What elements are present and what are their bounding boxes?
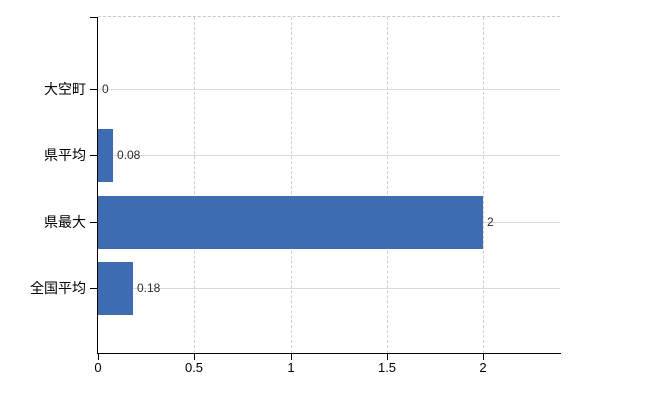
y-tick: [90, 89, 98, 90]
x-tick-label: 0.5: [184, 360, 204, 375]
gridline-vertical: [291, 17, 292, 353]
x-tick: [291, 354, 292, 360]
x-tick-label: 1: [287, 360, 295, 375]
x-tick-label: 2: [479, 360, 487, 375]
gridline-horizontal: [98, 288, 560, 289]
y-tick: [90, 17, 98, 18]
bar-value-label: 2: [487, 215, 494, 229]
bar: [98, 262, 133, 315]
gridline-vertical: [387, 17, 388, 353]
bar-value-label: 0: [102, 82, 109, 96]
y-tick: [90, 288, 98, 289]
bar-value-label: 0.18: [137, 281, 161, 295]
y-tick: [90, 222, 98, 223]
x-tick-label: 0: [94, 360, 102, 375]
x-tick-label: 1.5: [377, 360, 397, 375]
gridline-horizontal: [98, 89, 560, 90]
category-label: 全国平均: [30, 280, 86, 296]
x-tick: [98, 354, 99, 360]
x-tick: [194, 354, 195, 360]
bar: [98, 129, 113, 182]
category-label: 県平均: [44, 147, 86, 163]
gridline-vertical: [483, 17, 484, 353]
x-axis-line: [97, 353, 561, 354]
category-label: 大空町: [44, 81, 86, 97]
bar-value-label: 0.08: [117, 148, 141, 162]
bar: [98, 196, 483, 249]
x-tick: [387, 354, 388, 360]
y-tick: [90, 155, 98, 156]
gridline-vertical: [194, 17, 195, 353]
y-axis-line: [97, 17, 98, 354]
category-label: 県最大: [44, 214, 86, 230]
gridline-horizontal: [98, 155, 560, 156]
plot-top-border: [98, 16, 560, 17]
x-tick: [483, 354, 484, 360]
